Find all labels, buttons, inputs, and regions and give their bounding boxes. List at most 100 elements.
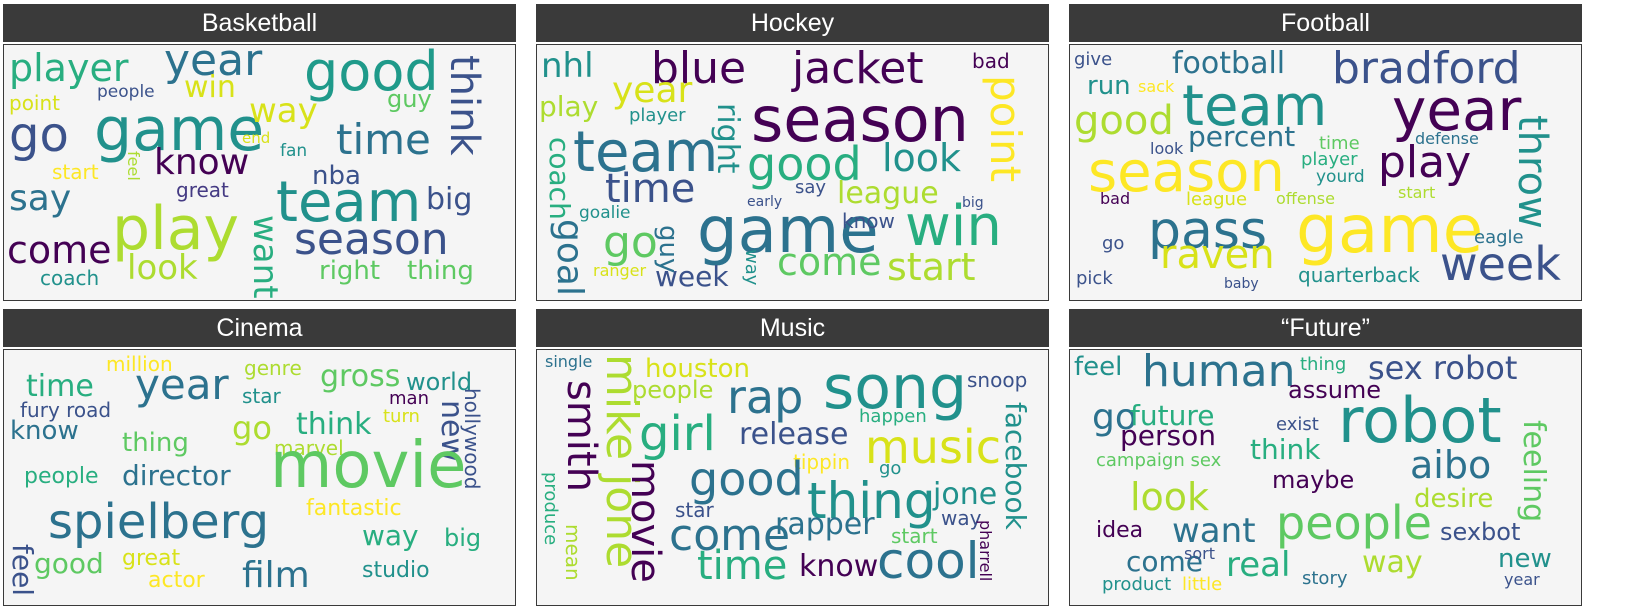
word: maybe [1272, 466, 1355, 494]
word: rap [727, 370, 804, 424]
panel-football: Football give football bradford run sack… [1069, 4, 1582, 301]
word: team [1182, 74, 1328, 139]
word: go [9, 107, 69, 163]
word: time [697, 543, 788, 589]
word: year [164, 44, 263, 86]
word: goal [549, 219, 590, 296]
word: ranger [593, 261, 647, 280]
word: hollywood [460, 388, 484, 490]
word: know [154, 142, 250, 183]
word: star [675, 498, 714, 522]
word: film [242, 555, 310, 596]
panel-future: “Future” feel human thing sex robot assu… [1069, 309, 1582, 606]
word: tippin [793, 450, 851, 474]
word: week [655, 260, 729, 293]
word: game [697, 194, 879, 268]
word: jacket [792, 44, 924, 94]
word: season [294, 214, 449, 265]
word: smith [558, 380, 604, 492]
word: jone [933, 477, 998, 512]
word: robot [1338, 384, 1502, 457]
word: look [1150, 139, 1184, 158]
word-cloud: game good player year win think people p… [3, 44, 516, 301]
word: mike jone [596, 354, 647, 569]
word: pass [1148, 201, 1268, 261]
word: sack [1138, 77, 1175, 96]
word: people [97, 82, 155, 102]
word: people [632, 376, 714, 404]
word: produce [540, 472, 561, 546]
word: know [10, 416, 79, 446]
word: little [1182, 574, 1223, 595]
word: blue [651, 44, 747, 94]
word: think [441, 55, 487, 156]
word: go [232, 409, 272, 447]
word: way [362, 519, 419, 552]
word: go [1102, 233, 1125, 254]
word: feel [6, 544, 39, 597]
word: man [389, 388, 429, 409]
word: play [539, 90, 599, 123]
panel-title: Hockey [536, 4, 1049, 42]
word: think [1250, 433, 1321, 466]
word: look [882, 136, 962, 180]
word: look [1130, 475, 1210, 519]
word: know [799, 549, 879, 584]
word: bad [972, 49, 1010, 73]
word: football [1172, 46, 1286, 81]
word: great [176, 178, 229, 202]
word: guy [653, 225, 683, 274]
word: sex robot [1368, 349, 1518, 387]
word: turn [383, 406, 420, 427]
word: bradford [1332, 44, 1521, 94]
word: fan [280, 141, 308, 161]
word: gross [320, 359, 401, 394]
word: time [26, 369, 94, 404]
word: single [545, 352, 593, 371]
word: play [112, 194, 240, 264]
word: team [276, 170, 422, 235]
word: good [304, 44, 439, 103]
word: league [1186, 189, 1248, 210]
word: know [842, 209, 895, 233]
word: week [1440, 237, 1561, 291]
word: start [52, 160, 99, 184]
panel-title: Basketball [3, 4, 516, 42]
word: product [1102, 574, 1172, 595]
word: music [865, 420, 1002, 474]
word: play [1378, 137, 1472, 188]
word: houston [645, 354, 750, 384]
word: think [296, 407, 372, 442]
word: future [1130, 399, 1215, 432]
word: person [1120, 419, 1216, 452]
panel-title: Music [536, 309, 1049, 347]
word: good [689, 452, 804, 506]
word: win [905, 194, 1002, 259]
word: movie [622, 460, 668, 583]
word: good [34, 547, 104, 580]
word: sexbot [1440, 518, 1521, 546]
word-cloud: single houston smith mike jone people ra… [536, 349, 1049, 606]
word: exist [1276, 414, 1319, 435]
word: point [981, 75, 1030, 183]
word: way [741, 249, 762, 286]
word: happen [859, 406, 927, 427]
word: year [1392, 76, 1522, 144]
word: give [1074, 49, 1113, 70]
word: people [24, 464, 99, 489]
panel-title: Cinema [3, 309, 516, 347]
word: quarterback [1298, 263, 1420, 287]
panel-title: Football [1069, 4, 1582, 42]
word: sort [1184, 544, 1215, 563]
word: pharrell [976, 520, 995, 582]
word: mean [561, 524, 585, 581]
word: right [710, 103, 745, 174]
word: fury road [20, 398, 112, 422]
word: percent [1188, 120, 1296, 153]
word: assume [1288, 376, 1382, 404]
word: nba [312, 161, 361, 191]
word: year [1504, 570, 1540, 589]
word: player [1301, 149, 1358, 170]
panel-basketball: Basketball game good player year win thi… [3, 4, 516, 301]
word: early [747, 194, 783, 210]
